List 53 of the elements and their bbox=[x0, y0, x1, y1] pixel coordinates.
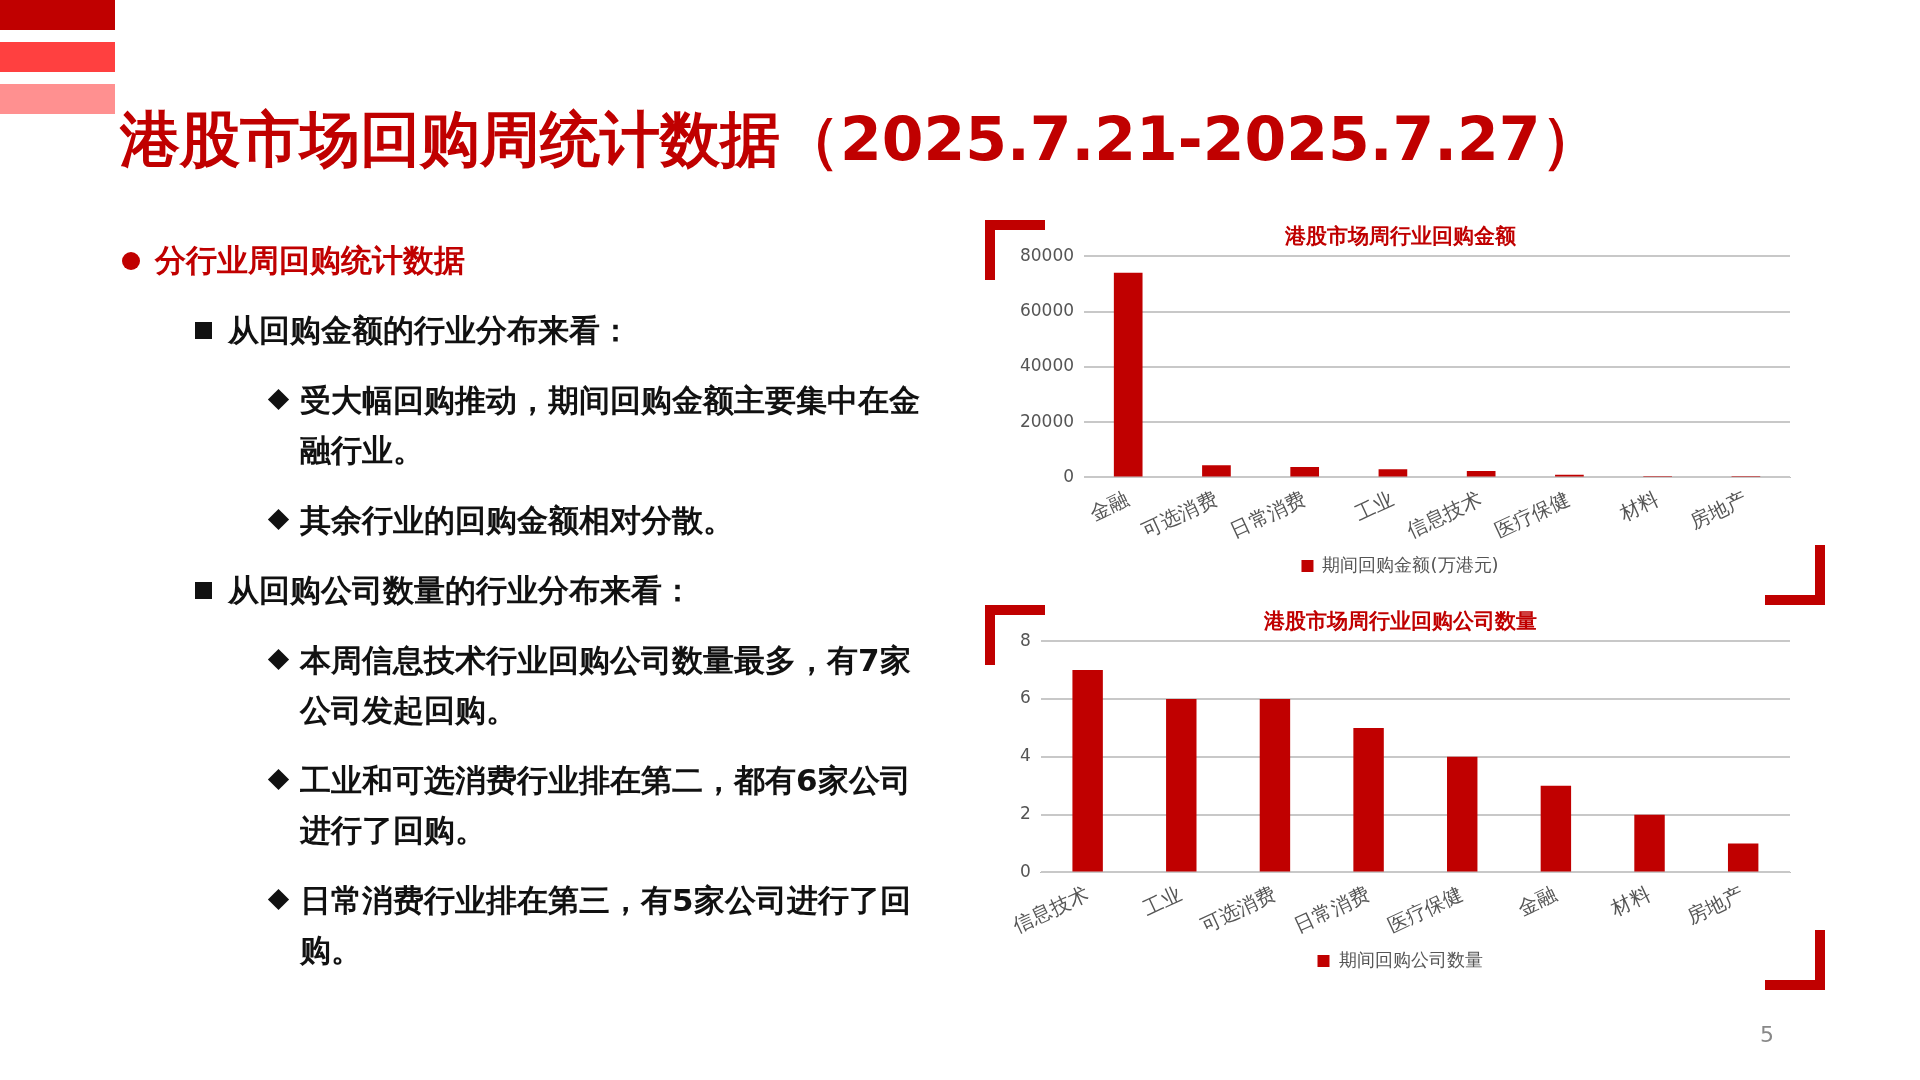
text: 从回购金额的行业分布来看： bbox=[228, 311, 632, 350]
text: 分行业周回购统计数据 bbox=[155, 241, 466, 280]
x-tick-label: 工业 bbox=[1139, 881, 1186, 921]
bar bbox=[1727, 843, 1759, 872]
y-tick-label: 60000 bbox=[1019, 299, 1075, 320]
y-tick-label: 2 bbox=[1019, 803, 1031, 824]
bar bbox=[1072, 670, 1103, 872]
x-tick-label: 信息技术 bbox=[1402, 486, 1486, 543]
x-tick-label: 信息技术 bbox=[1009, 881, 1092, 938]
legend-label: 期间回购金额(万港元) bbox=[1322, 553, 1499, 575]
bar bbox=[1202, 465, 1231, 477]
bar bbox=[1353, 727, 1384, 872]
y-tick-label: 0 bbox=[1019, 860, 1031, 881]
x-tick-label: 房地产 bbox=[1685, 486, 1751, 534]
x-tick-label: 金融 bbox=[1513, 881, 1561, 921]
x-tick-label: 金融 bbox=[1086, 486, 1133, 526]
text: 受大幅回购推动，期间回购金额主要集中在金融行业。 bbox=[300, 381, 921, 470]
text: 其余行业的回购金额相对分散。 bbox=[300, 501, 735, 540]
x-tick-label: 日常消费 bbox=[1226, 486, 1309, 543]
text: 从回购公司数量的行业分布来看： bbox=[228, 571, 694, 610]
text: 工业和可选消费行业排在第二，都有6家公司进行了回购。 bbox=[300, 761, 912, 850]
bar bbox=[1378, 469, 1408, 477]
bar bbox=[1634, 814, 1665, 872]
y-tick-label: 20000 bbox=[1019, 410, 1075, 431]
x-tick-label: 材料 bbox=[1606, 881, 1654, 921]
bar bbox=[1466, 471, 1496, 477]
bar bbox=[1259, 699, 1291, 872]
x-tick-label: 房地产 bbox=[1682, 881, 1748, 929]
chart-title: 港股市场周行业回购公司数量 bbox=[1262, 609, 1537, 634]
bar bbox=[1540, 785, 1572, 872]
x-tick-label: 医疗保健 bbox=[1383, 881, 1467, 938]
text: 本周信息技术行业回购公司数量最多，有7家公司发起回购。 bbox=[300, 641, 912, 730]
y-tick-label: 6 bbox=[1019, 687, 1031, 708]
y-tick-label: 0 bbox=[1063, 465, 1075, 486]
x-tick-label: 可选消费 bbox=[1138, 486, 1221, 543]
x-tick-label: 工业 bbox=[1350, 486, 1398, 526]
x-tick-label: 可选消费 bbox=[1196, 881, 1280, 938]
text: 港股市场回购周统计数据（2025.7.21-2025.7.27） bbox=[120, 103, 1601, 176]
x-tick-label: 材料 bbox=[1614, 486, 1662, 526]
y-tick-label: 4 bbox=[1019, 745, 1031, 766]
text: 日常消费行业排在第三，有5家公司进行了回购。 bbox=[300, 881, 912, 970]
y-tick-label: 80000 bbox=[1019, 244, 1075, 265]
bar bbox=[1290, 466, 1320, 477]
x-tick-label: 医疗保健 bbox=[1491, 486, 1574, 543]
bar bbox=[1166, 699, 1197, 872]
bar bbox=[1447, 756, 1478, 872]
legend-label: 期间回购公司数量 bbox=[1338, 948, 1483, 970]
bar bbox=[1113, 272, 1143, 477]
x-tick-label: 日常消费 bbox=[1290, 881, 1373, 938]
y-tick-label: 8 bbox=[1019, 629, 1031, 650]
chart-title: 港股市场周行业回购金额 bbox=[1283, 224, 1517, 249]
text: 5 bbox=[1760, 1021, 1774, 1049]
y-tick-label: 40000 bbox=[1019, 355, 1075, 376]
